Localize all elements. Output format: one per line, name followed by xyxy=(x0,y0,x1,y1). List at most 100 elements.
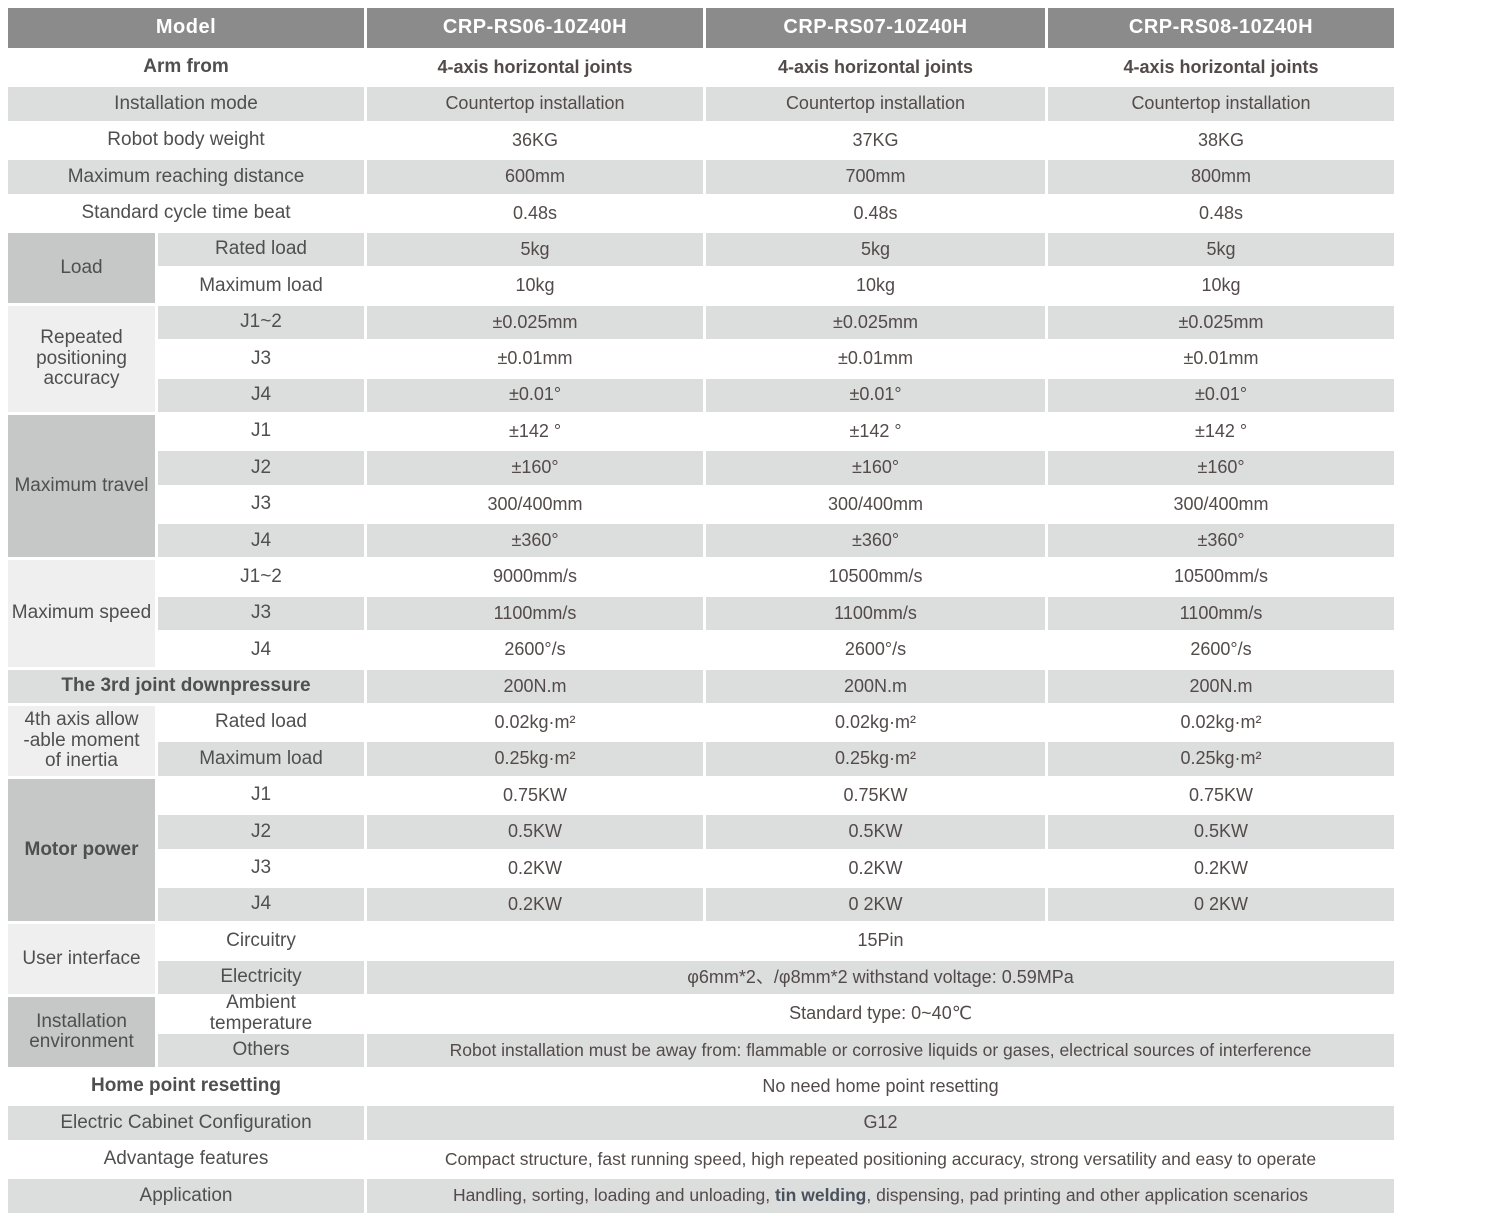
value-cell: 700mm xyxy=(706,160,1045,194)
sub-label-j3: J3 xyxy=(250,857,272,879)
sub-label-j1-2: J1~2 xyxy=(240,565,282,587)
row-label-arm-from: Arm from xyxy=(143,56,229,78)
sub-label-j1: J1 xyxy=(250,420,272,442)
value-cell: 300/400mm xyxy=(827,493,924,514)
value-cell: 0.2KW xyxy=(848,857,903,878)
value-cell: 1100mm/s xyxy=(1048,596,1394,631)
value-cell: ±0.01mm xyxy=(838,348,913,369)
value-cell: 0.25kg·m² xyxy=(1048,742,1394,776)
value-cell: 0.2KW xyxy=(1193,857,1249,878)
value-cell-merged: 15Pin xyxy=(857,930,904,951)
group-label-motor-power: Motor power xyxy=(8,778,155,922)
value-cell: ±142 ° xyxy=(849,420,902,441)
value-cell: 0.2KW xyxy=(367,887,703,922)
value-cell: 300/400mm xyxy=(487,493,583,514)
value-cell: 600mm xyxy=(367,160,703,194)
value-cell: ±0.01mm xyxy=(1183,348,1259,369)
value-cell: 0.02kg·m² xyxy=(494,712,576,732)
value-cell-merged: Robot installation must be away from: fl… xyxy=(367,1033,1394,1067)
model-name-cell: CRP-RS08-10Z40H xyxy=(1048,8,1394,48)
sub-label-circuitry: Circuitry xyxy=(226,929,296,951)
sub-label-j2: J2 xyxy=(158,815,364,849)
value-cell: 1100mm/s xyxy=(367,596,703,631)
application-text-bold: tin welding xyxy=(774,1185,867,1206)
value-cell: 10kg xyxy=(855,275,896,296)
value-cell: 5kg xyxy=(367,232,703,267)
value-cell: 10500mm/s xyxy=(828,566,923,587)
value-cell: 36KG xyxy=(511,129,559,150)
sub-label-j4: J4 xyxy=(250,638,272,660)
group-label-accuracy: Repeated positioning accuracy xyxy=(8,305,155,412)
value-cell: ±142 ° xyxy=(508,420,562,441)
row-label-installation-mode: Installation mode xyxy=(8,87,364,121)
row-label-reach-distance: Maximum reaching distance xyxy=(8,160,364,194)
value-cell-merged: φ6mm*2、/φ8mm*2 withstand voltage: 0.59MP… xyxy=(367,960,1394,995)
value-cell: ±0.01° xyxy=(706,378,1045,412)
application-text-prefix: Handling, sorting, loading and unloading… xyxy=(452,1185,775,1206)
value-cell-merged: Standard type: 0~40℃ xyxy=(789,1003,972,1024)
value-cell: ±360° xyxy=(1048,524,1394,558)
group-label-speed: Maximum speed xyxy=(8,560,155,667)
model-header-cell: Model xyxy=(8,8,364,48)
value-cell: 10kg xyxy=(1201,275,1241,296)
value-cell: 0.02kg·m² xyxy=(1180,712,1262,732)
value-cell: 300/400mm xyxy=(1173,493,1269,514)
value-cell: Countertop installation xyxy=(367,87,703,121)
row-label-body-weight: Robot body weight xyxy=(107,129,265,151)
value-cell: 0.75KW xyxy=(843,784,908,805)
value-cell: 10kg xyxy=(515,275,555,296)
value-cell: 0.75KW xyxy=(1188,784,1254,805)
value-cell: ±142 ° xyxy=(1194,420,1248,441)
spec-table: Model CRP-RS06-10Z40H CRP-RS07-10Z40H CR… xyxy=(8,8,1394,1213)
value-cell: 1100mm/s xyxy=(706,596,1045,631)
sub-label-ambient-temperature: Ambient temperature xyxy=(209,992,313,1034)
sub-label-maximum-load: Maximum load xyxy=(199,274,323,296)
sub-label-j2: J2 xyxy=(158,451,364,485)
sub-label-others: Others xyxy=(158,1033,364,1067)
row-label-downpressure: The 3rd joint downpressure xyxy=(8,669,364,704)
sub-label-maximum-load: Maximum load xyxy=(158,742,364,776)
row-label-cabinet: Electric Cabinet Configuration xyxy=(8,1106,364,1140)
sub-label-electricity: Electricity xyxy=(158,960,364,995)
value-cell: Countertop installation xyxy=(706,87,1045,121)
row-label-advantage: Advantage features xyxy=(103,1148,269,1170)
sub-label-j1-2: J1~2 xyxy=(158,305,364,340)
value-cell: 5kg xyxy=(1048,232,1394,267)
value-cell: 200N.m xyxy=(706,669,1045,704)
sub-label-j3: J3 xyxy=(158,596,364,631)
value-cell: 0.48s xyxy=(853,202,898,223)
group-label-inertia: 4th axis allow -able moment of inertia xyxy=(8,706,155,776)
value-cell: 2600°/s xyxy=(844,639,907,660)
value-cell: ±0.025mm xyxy=(706,305,1045,340)
value-cell: 2600°/s xyxy=(504,639,566,660)
sub-label-rated-load: Rated load xyxy=(158,232,364,267)
value-cell: ±0.01° xyxy=(367,378,703,412)
value-cell-merged: G12 xyxy=(367,1106,1394,1140)
value-cell: 0.75KW xyxy=(502,784,568,805)
model-name-cell: CRP-RS07-10Z40H xyxy=(706,8,1045,48)
value-cell: 0.25kg·m² xyxy=(706,742,1045,776)
value-cell: 37KG xyxy=(852,129,899,150)
value-cell: 4-axis horizontal joints xyxy=(437,56,633,77)
value-cell-merged: Compact structure, fast running speed, h… xyxy=(444,1148,1317,1169)
value-cell: 0.48s xyxy=(1198,202,1244,223)
value-cell: 800mm xyxy=(1048,160,1394,194)
value-cell: 0.5KW xyxy=(367,815,703,849)
value-cell: 9000mm/s xyxy=(492,566,578,587)
value-cell: ±0.01mm xyxy=(497,348,573,369)
sub-label-j3: J3 xyxy=(250,493,272,515)
group-label-environment: Installation environment xyxy=(8,997,155,1067)
value-cell: 0 2KW xyxy=(1048,887,1394,922)
value-cell: 4-axis horizontal joints xyxy=(1123,56,1319,77)
value-cell: 0.48s xyxy=(512,202,558,223)
value-cell-merged: Handling, sorting, loading and unloading… xyxy=(367,1179,1394,1213)
value-cell: 38KG xyxy=(1197,129,1245,150)
value-cell: Countertop installation xyxy=(1048,87,1394,121)
value-cell: ±160° xyxy=(367,451,703,485)
value-cell: ±0.025mm xyxy=(1048,305,1394,340)
sub-label-rated-load: Rated load xyxy=(215,711,307,733)
value-cell: 0.25kg·m² xyxy=(367,742,703,776)
application-text: Handling, sorting, loading and unloading… xyxy=(453,1186,1308,1205)
sub-label-j4: J4 xyxy=(158,524,364,558)
